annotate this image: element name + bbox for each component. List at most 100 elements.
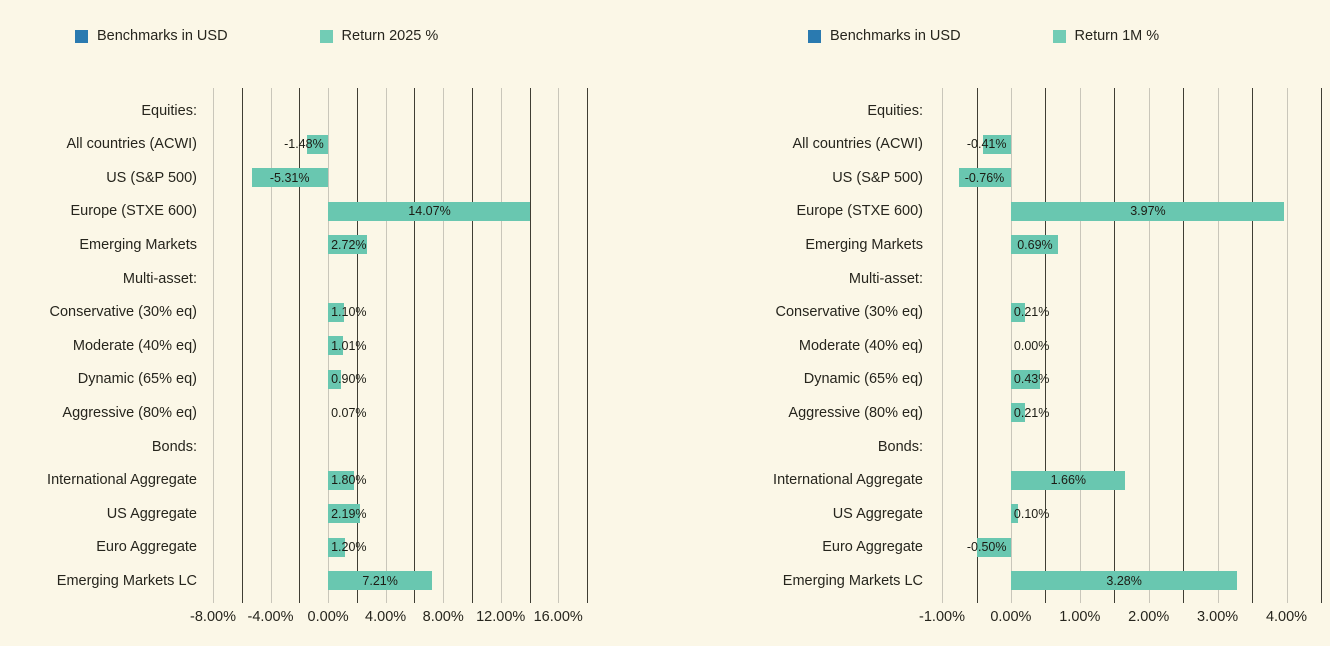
category-label-emerging-markets: Emerging Markets: [79, 236, 197, 253]
gridline: [1252, 88, 1254, 603]
category-label-emerging-markets-lc: Emerging Markets LC: [782, 572, 923, 589]
legend-swatch-blue: [808, 29, 821, 43]
gridline: [356, 88, 358, 603]
plot-area-return-2025: -8.00% -4.00% 0.00% 4.00% 8.00% 12.00% 16.00% E…: [47, 88, 588, 625]
gridline: [1183, 88, 1185, 603]
category-label-europe-stxe-600: Europe (STXE 600): [70, 203, 197, 220]
bar-euro-aggregate: [328, 537, 346, 557]
bar-all-countries-acwi: [306, 134, 329, 154]
category-label-emerging-markets: Emerging Markets: [805, 236, 923, 253]
bar-emerging-markets: [328, 235, 368, 255]
x-tick-label: 1.00%: [1059, 609, 1101, 625]
gridline: [1286, 88, 1288, 603]
gridline: [299, 88, 301, 603]
bar-value-label: 7.21%: [362, 573, 398, 588]
legend-label: Benchmarks in USD: [97, 28, 228, 44]
category-label-conservative-30-eq: Conservative (30% eq): [775, 304, 924, 321]
gridline: [529, 88, 531, 603]
gridline: [587, 88, 588, 603]
legend-label: Benchmarks in USD: [830, 28, 961, 44]
chart-return-1m: Benchmarks in USD Return 1M % -1.00% 0.00…: [665, 0, 1330, 646]
gridline: [1148, 88, 1150, 603]
x-tick-label: 12.00%: [476, 609, 526, 625]
plot-area-return-1m: -1.00% 0.00% 1.00% 2.00% 3.00% 4.00% Equities:…: [665, 0, 1330, 646]
bar-all-countries-acwi: [982, 134, 1011, 154]
bar-value-label: 2.19%: [331, 506, 367, 521]
x-tick-label: 16.00%: [533, 609, 583, 625]
bar-us-aggregate: [1010, 504, 1018, 524]
bar-value-label: -0.76%: [964, 170, 1005, 185]
x-tick-label: 3.00%: [1197, 609, 1239, 625]
gridline: [270, 88, 272, 603]
gridline: [1217, 88, 1219, 603]
bar-value-label: 1.01%: [331, 338, 367, 353]
category-label-europe-stxe-600: Europe (STXE 600): [796, 203, 923, 220]
bar-value-label: 2.72%: [331, 237, 367, 252]
bar-conservative-30-eq: [328, 302, 344, 322]
gridline: [500, 88, 502, 603]
legend: Benchmarks in USD Return 2025 %: [75, 28, 438, 44]
bar-value-label: -0.50%: [966, 540, 1007, 555]
gridline: [213, 88, 214, 603]
category-label-us-aggregate: US Aggregate: [832, 505, 923, 522]
category-label-bonds: Bonds:: [877, 438, 923, 455]
gridline: [471, 88, 473, 603]
bar-dynamic-65-eq: [1010, 369, 1041, 389]
bar-emerging-markets: [1010, 235, 1059, 255]
bar-us-s-p-500: [958, 168, 1011, 188]
bar-europe-stxe-600: [328, 201, 531, 221]
category-label-multi-asset: Multi-asset:: [122, 270, 197, 287]
bar-value-label: 1.20%: [331, 540, 367, 555]
bar-emerging-markets-lc: [1010, 571, 1237, 591]
chart-return-2025: Benchmarks in USD Return 2025 % -8.00% -4…: [47, 28, 588, 625]
bar-value-label: 1.10%: [331, 305, 367, 320]
category-label-dynamic-65-eq: Dynamic (65% eq): [803, 371, 923, 388]
bar-euro-aggregate: [976, 537, 1011, 557]
gridline: [558, 88, 560, 603]
bar-value-label: 0.90%: [331, 372, 367, 387]
category-label-euro-aggregate: Euro Aggregate: [822, 539, 923, 556]
gridline: [443, 88, 445, 603]
x-tick-label: 4.00%: [365, 609, 407, 625]
bar-emerging-markets-lc: [328, 571, 432, 591]
legend-item-benchmarks-usd: Benchmarks in USD: [75, 28, 228, 44]
category-label-us-s-p-500: US (S&P 500): [832, 169, 923, 186]
legend-label: Return 2025 %: [341, 28, 439, 44]
category-label-moderate-40-eq: Moderate (40% eq): [72, 337, 197, 354]
category-label-multi-asset: Multi-asset:: [848, 270, 923, 287]
category-label-bonds: Bonds:: [151, 438, 197, 455]
legend-item-return-2025: Return 2025 %: [319, 28, 439, 44]
category-label-international-aggregate: International Aggregate: [47, 472, 197, 489]
gridline: [1079, 88, 1081, 603]
category-label-all-countries-acwi: All countries (ACWI): [66, 136, 197, 153]
gridline: [1321, 88, 1322, 603]
gridline: [976, 88, 978, 603]
x-tick-label: -8.00%: [190, 609, 236, 625]
gridline: [385, 88, 387, 603]
category-label-us-aggregate: US Aggregate: [106, 505, 197, 522]
legend: Benchmarks in USD Return 1M %: [808, 28, 1159, 44]
legend-label: Return 1M %: [1074, 28, 1160, 44]
category-label-moderate-40-eq: Moderate (40% eq): [798, 337, 923, 354]
bar-dynamic-65-eq: [328, 369, 341, 389]
x-tick-label: -4.00%: [247, 609, 294, 625]
x-tick-label: 0.00%: [990, 609, 1032, 625]
legend-swatch-teal: [1052, 29, 1066, 43]
category-label-euro-aggregate: Euro Aggregate: [96, 539, 197, 556]
gridline: [1114, 88, 1116, 603]
bar-value-label: 0.00%: [1013, 338, 1050, 353]
category-label-aggressive-80-eq: Aggressive (80% eq): [788, 404, 923, 421]
bar-value-label: 1.80%: [331, 473, 367, 488]
x-tick-label: -1.00%: [919, 609, 965, 625]
bar-us-aggregate: [328, 504, 360, 524]
category-label-conservative-30-eq: Conservative (30% eq): [49, 304, 198, 321]
bar-value-label: 1.66%: [1050, 473, 1087, 488]
category-label-equities: Equities:: [141, 102, 197, 119]
bar-value-label: 0.43%: [1013, 372, 1050, 387]
gridline: [1010, 88, 1012, 603]
bar-value-label: 0.21%: [1013, 305, 1050, 320]
x-tick-label: 4.00%: [1265, 609, 1308, 625]
x-tick-label: 8.00%: [422, 609, 464, 625]
bar-value-label: 14.07%: [408, 204, 451, 219]
